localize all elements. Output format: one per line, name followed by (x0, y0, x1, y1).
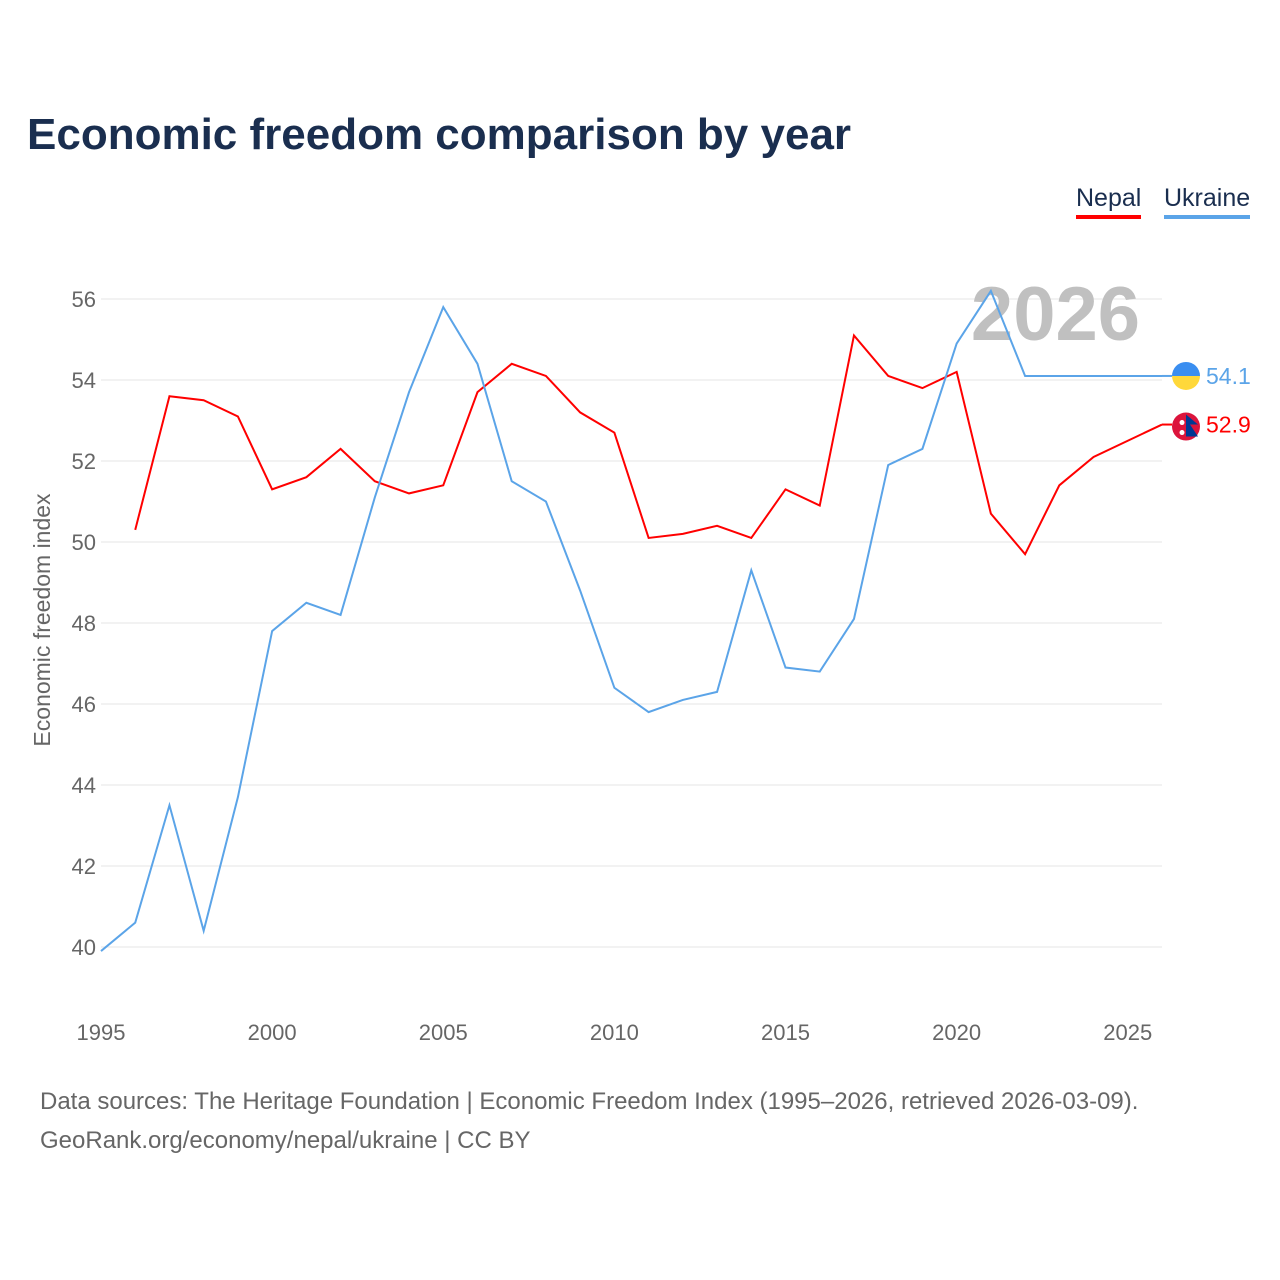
y-tick-label: 54 (72, 368, 96, 393)
flag-part (1179, 420, 1185, 426)
nepal-flag-icon (1172, 412, 1200, 441)
series-line-ukraine (100, 288, 1162, 952)
ukraine-flag-icon (1172, 361, 1200, 390)
y-tick-label: 52 (72, 449, 96, 474)
credit-link[interactable]: GeoRank.org/economy/nepal/ukraine | CC B… (40, 1127, 531, 1154)
y-tick-label: 48 (72, 611, 96, 636)
chart-title: Economic freedom comparison by year (27, 110, 852, 159)
end-value-label: 52.9 (1206, 412, 1251, 438)
x-tick-label: 2005 (419, 1020, 468, 1045)
y-tick-label: 46 (72, 692, 96, 717)
flag-part (1179, 430, 1185, 436)
x-tick-label: 2000 (248, 1020, 297, 1045)
x-tick-label: 2025 (1103, 1020, 1152, 1045)
end-value-label: 54.1 (1206, 363, 1251, 389)
x-tick-label: 2015 (761, 1020, 810, 1045)
flag-part (1172, 375, 1200, 390)
y-tick-label: 56 (72, 287, 96, 312)
y-tick-label: 50 (72, 530, 96, 555)
legend-ukraine[interactable]: Ukraine (1164, 184, 1251, 219)
x-tick-label: 2010 (590, 1020, 639, 1045)
year-watermark: 2026 (971, 272, 1140, 357)
flag-part (1172, 361, 1200, 376)
y-axis-label: Economic freedom index (29, 493, 55, 747)
legend-nepal[interactable]: Nepal (1076, 184, 1142, 219)
y-tick-label: 40 (72, 935, 96, 960)
x-tick-label: 2020 (932, 1020, 981, 1045)
data-sources: Data sources: The Heritage Foundation | … (40, 1088, 1139, 1115)
flag-part (1186, 414, 1198, 437)
y-tick-label: 44 (72, 773, 96, 798)
y-tick-label: 42 (72, 854, 96, 879)
series-line-nepal (134, 333, 1163, 556)
x-tick-label: 1995 (77, 1020, 126, 1045)
